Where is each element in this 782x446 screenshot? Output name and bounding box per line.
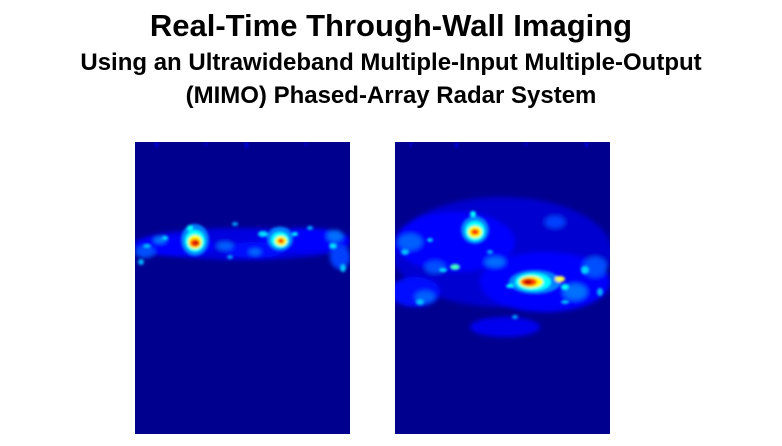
title-line-1: Real-Time Through-Wall Imaging [149, 8, 633, 43]
radar-image-right [395, 142, 610, 434]
radar-image-left [135, 142, 350, 434]
title-line-3: (MIMO) Phased-Array Radar System [185, 82, 597, 109]
slide-title: Real-Time Through-Wall Imaging Using an … [0, 6, 782, 112]
title-line-2: Using an Ultrawideband Multiple-Input Mu… [80, 49, 702, 76]
radar-heatmap-right [395, 142, 610, 434]
radar-heatmap-left [135, 142, 350, 434]
